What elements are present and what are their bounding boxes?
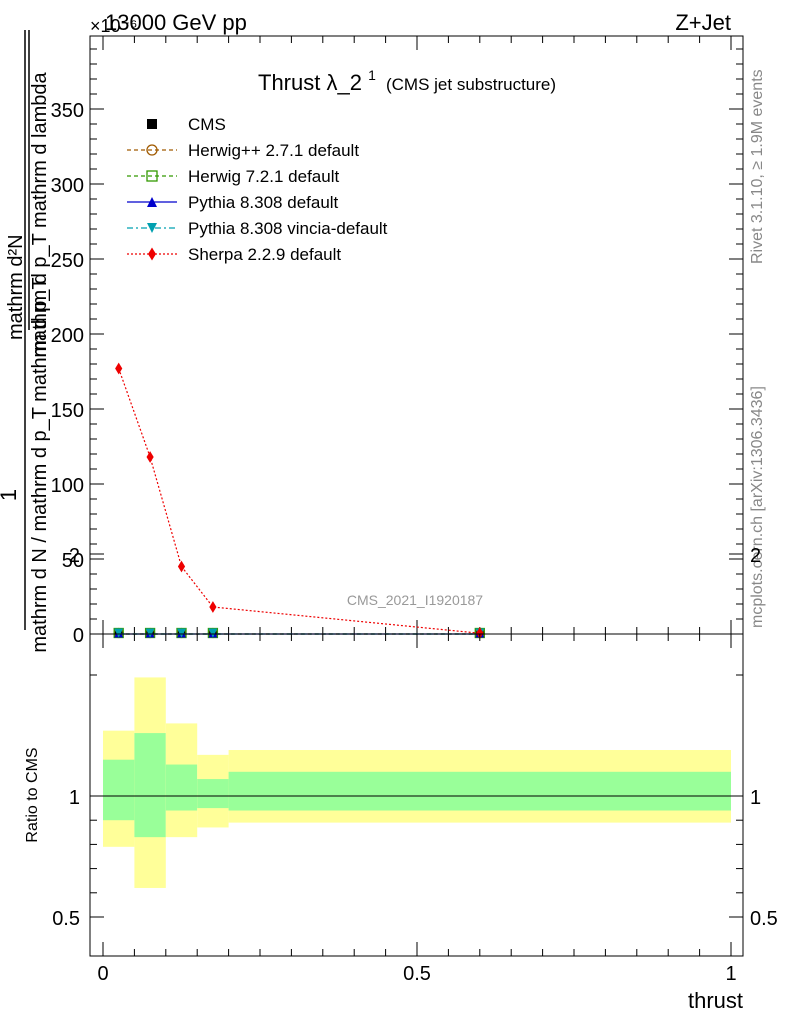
ratio-inner-band (165, 764, 198, 811)
title-sup: 1 (368, 67, 376, 83)
ratio-inner-band (197, 779, 229, 809)
ratio-inner-band (103, 759, 135, 821)
svg-text:Thrust λ_2 1 (CMS: Thrust λ_2 1 (CMS jet substructure) (258, 60, 556, 95)
ratio-ylabel: Ratio to CMS (24, 747, 41, 842)
exponent-label: ×10⁻⁶ (90, 16, 137, 36)
sherpa-point (209, 601, 217, 613)
ratio-inner-band (228, 771, 731, 811)
cms-data-point (147, 119, 157, 129)
legend: CMS Herwig++ 2.7.1 default Herwig 7.2.1 de… (127, 115, 388, 264)
ratio-y-tick-label-right: 2 (750, 545, 761, 567)
mcplots-label: mcplots.cern.ch [arXiv:1306.3436] (749, 386, 766, 628)
y-tick-label: 0 (73, 625, 84, 647)
y-label-main-den: mathrm d N / mathrm d p_T mathrm d p_T (29, 277, 51, 652)
pythia-vincia-point (177, 628, 186, 638)
title-suffix: (CMS jet substructure) (386, 75, 556, 94)
legend-label: CMS (188, 115, 226, 134)
legend-label: Sherpa 2.2.9 default (188, 245, 341, 264)
y-label-main-num: 1 (0, 489, 21, 501)
y-tick-label: 200 (51, 325, 84, 347)
y-tick-label: 150 (51, 400, 84, 422)
ratio-plot: 0.5 0.5 1 1 2 2 0 0.5 1 (52, 545, 778, 985)
watermark: CMS_2021_I1920187 (347, 592, 483, 608)
legend-label: Herwig 7.2.1 default (188, 167, 339, 186)
y-axis-label: mathrm d²N mathrm d p_T mathrm d lambda … (0, 30, 51, 653)
pythia-vincia-point (208, 628, 218, 638)
ratio-y-tick-label: 0.5 (52, 908, 80, 930)
ratio-y-tick-label: 1 (69, 787, 80, 809)
series-line (118, 368, 480, 634)
title-main: Thrust λ_2 (258, 70, 362, 95)
chart-title: Thrust λ_2 1 (CMS jet substructure) (258, 60, 556, 95)
ratio-y-tick-label-right: 1 (750, 787, 761, 809)
legend-label: Pythia 8.308 default (188, 193, 339, 212)
y-tick-label: 350 (51, 100, 84, 122)
sherpa-point (177, 560, 186, 573)
legend-label: Pythia 8.308 vincia-default (188, 219, 388, 238)
pythia-vincia-point (145, 628, 155, 638)
pythia-vincia-point (114, 628, 124, 638)
x-tick-label: 0.5 (403, 963, 431, 985)
y-tick-label: 300 (51, 175, 84, 197)
energy-label: 13000 GeV pp (105, 10, 247, 35)
y-label-frac-den: mathrm d p_T mathrm d lambda (29, 71, 51, 357)
sherpa-point (148, 247, 156, 261)
ratio-y-tick-label-right: 0.5 (750, 908, 778, 930)
pythia-vincia-point (147, 223, 157, 233)
sherpa-point (115, 362, 123, 375)
pythia-point (147, 197, 157, 207)
x-tick-label: 0 (97, 963, 108, 985)
ratio-inner-band (134, 733, 166, 838)
herwig7-point (146, 170, 158, 182)
ratio-y-tick-label: 2 (69, 545, 80, 567)
x-axis-label: thrust (688, 988, 743, 1013)
process-label: Z+Jet (675, 10, 731, 35)
rivet-label: Rivet 3.1.10, ≥ 1.9M events (749, 69, 766, 264)
y-tick-label: 100 (51, 475, 84, 497)
sherpa-point (476, 627, 484, 639)
y-label-frac-num: mathrm d²N (5, 234, 27, 340)
sherpa-point (146, 451, 154, 463)
y-tick-label: 250 (51, 250, 84, 272)
legend-label: Herwig++ 2.7.1 default (188, 141, 359, 160)
y-tick-label: 50 (62, 550, 84, 572)
herwig-pp-point (146, 144, 158, 156)
ratio-plot-frame (89, 633, 744, 957)
x-tick-label: 1 (725, 963, 736, 985)
